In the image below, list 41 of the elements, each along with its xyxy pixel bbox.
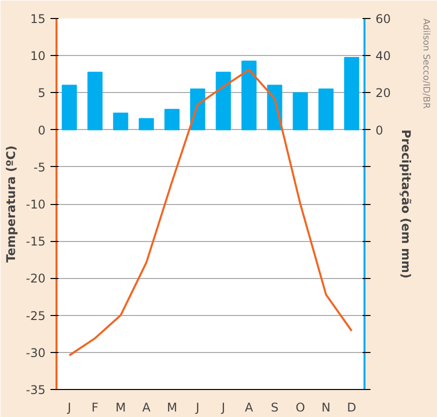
y-tick-label: 5 [38, 86, 46, 100]
x-tick-label: A [142, 400, 152, 414]
bar [318, 88, 334, 130]
y-tick-label: -5 [34, 160, 46, 174]
y-tick-label: -35 [26, 383, 46, 397]
line-series [68, 68, 353, 356]
x-tick-label: A [244, 400, 254, 414]
y-tick-label: 10 [30, 49, 46, 64]
bar [164, 108, 180, 130]
y-tick-label: 0 [38, 123, 46, 138]
bar [62, 84, 77, 130]
y-tick-label: -10 [26, 198, 46, 212]
y-axis-title: Temperatura (ºC) [4, 145, 18, 262]
y-tick-label: -25 [26, 308, 46, 323]
x-tick-label: M [166, 400, 178, 414]
y2-tick-label: 20 [376, 86, 391, 100]
x-tick-label: N [322, 400, 330, 414]
y2-axis-title: Precipitação (em mm) [398, 129, 413, 279]
x-tick-label: J [66, 400, 72, 414]
x-tick-label: M [115, 400, 126, 414]
x-tick-label: F [92, 400, 99, 414]
x-tick-label: O [296, 400, 306, 414]
y-tick-label: -30 [26, 346, 46, 360]
x-tick-label: J [194, 400, 200, 414]
x-tick-label: S [270, 400, 278, 414]
y-tick-label: -15 [26, 234, 46, 249]
bar [113, 112, 128, 130]
bar [344, 56, 360, 130]
x-tick-label: D [347, 400, 356, 414]
text: Adilson Secco/ID/BR [420, 18, 430, 109]
bar [292, 92, 308, 130]
bar [216, 72, 231, 130]
y2-tick-label: 40 [376, 49, 391, 64]
y2-tick-label: 60 [376, 12, 391, 26]
y-tick-label: 15 [30, 12, 46, 26]
y-tick-label: -20 [26, 272, 46, 286]
bar [241, 60, 257, 130]
x-tick-label: J [220, 400, 226, 414]
y2-tick-label: 0 [376, 123, 384, 138]
bar [138, 118, 154, 130]
bar [87, 72, 103, 130]
